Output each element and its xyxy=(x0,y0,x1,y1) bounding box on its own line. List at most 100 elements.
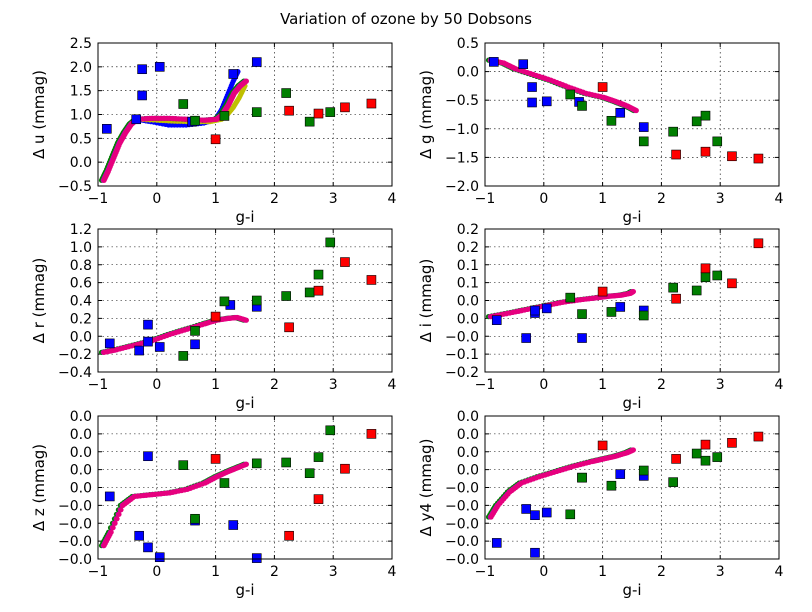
square-point-blue xyxy=(638,122,649,132)
square-point-red xyxy=(340,257,350,267)
square-point-green xyxy=(638,136,649,147)
square-point-blue xyxy=(521,504,531,514)
plot-frame xyxy=(97,228,393,373)
square-point-blue xyxy=(541,303,552,314)
square-point-green xyxy=(281,88,291,98)
square-point-green xyxy=(178,351,189,361)
square-point-green xyxy=(325,107,336,117)
x-tick-label: 3 xyxy=(329,191,338,207)
square-point-green xyxy=(178,460,189,470)
x-tick-label: 2 xyxy=(657,377,666,393)
square-point-blue xyxy=(615,302,626,312)
plot-area xyxy=(98,416,392,559)
y-axis-label: Δ i (mmag) xyxy=(417,259,435,343)
y-tick-label: 0.0 xyxy=(457,409,479,425)
y-tick-label: 0.0 xyxy=(457,463,479,479)
x-tick-label: 1 xyxy=(598,191,607,207)
square-point-blue xyxy=(527,97,537,108)
square-point-red xyxy=(210,134,221,145)
square-point-green xyxy=(638,310,649,321)
square-point-blue xyxy=(143,319,153,330)
square-point-blue xyxy=(530,510,540,521)
y-tick-label: −0.5 xyxy=(445,93,479,109)
square-point-blue xyxy=(143,336,153,347)
x-axis-label: g-i xyxy=(622,581,641,599)
square-point-green xyxy=(700,272,711,283)
x-tick-label: 4 xyxy=(775,377,784,393)
x-axis-label: g-i xyxy=(235,208,254,226)
square-point-green xyxy=(606,480,617,491)
x-tick-label: 1 xyxy=(211,377,220,393)
y-tick-label: −0.2 xyxy=(445,365,479,381)
curve-point xyxy=(118,507,124,513)
panel-1: −1 0 1 2 3 4 −0.5 0.0 0.5 1.0 1.5 2.0 2.5 g-i Δ u (mma… xyxy=(30,36,397,226)
plot-area xyxy=(98,43,392,186)
square-point-green xyxy=(668,477,678,487)
square-point-green xyxy=(313,269,324,280)
y-tick-label: 0.0 xyxy=(457,445,479,461)
square-point-red xyxy=(700,439,711,450)
x-tick-label: 4 xyxy=(775,191,784,207)
x-tick-label: 0 xyxy=(152,191,161,207)
x-tick-label: 3 xyxy=(329,564,338,580)
x-axis-label: g-i xyxy=(235,581,254,599)
square-point-green xyxy=(190,513,200,524)
square-point-red xyxy=(366,275,377,285)
square-point-red xyxy=(313,108,324,119)
y-tick-label: −0.1 xyxy=(445,347,479,363)
x-tick-label: 1 xyxy=(598,377,607,393)
curve-point xyxy=(114,516,120,522)
x-tick-label: 2 xyxy=(270,191,279,207)
square-point-green xyxy=(219,111,230,121)
square-point-green xyxy=(325,237,336,248)
square-point-green xyxy=(251,107,262,117)
square-point-green xyxy=(577,472,587,483)
x-tick-label: −1 xyxy=(88,377,109,393)
square-point-blue xyxy=(541,507,552,518)
curve-point xyxy=(633,107,639,114)
square-point-red xyxy=(366,429,377,439)
x-tick-label: 2 xyxy=(657,191,666,207)
square-point-red xyxy=(210,454,221,464)
curve-point xyxy=(108,529,114,535)
y-tick-label: −0.0 xyxy=(445,534,479,550)
x-tick-label: 0 xyxy=(539,377,548,393)
y-tick-label: −0.2 xyxy=(58,347,92,363)
plot-frame xyxy=(97,415,393,560)
square-point-blue xyxy=(154,552,165,563)
square-point-green xyxy=(577,309,587,319)
square-point-blue xyxy=(615,469,626,479)
x-tick-label: 1 xyxy=(598,564,607,580)
square-point-red xyxy=(340,102,350,113)
square-point-blue xyxy=(228,69,239,79)
x-tick-label: 3 xyxy=(716,377,725,393)
plot-frame xyxy=(484,42,780,187)
y-tick-label: −0.0 xyxy=(58,498,92,514)
x-axis-label: g-i xyxy=(622,208,641,226)
square-point-blue xyxy=(530,547,540,558)
x-axis-label: g-i xyxy=(235,394,254,412)
curve-point xyxy=(243,317,249,323)
y-tick-label: 2.5 xyxy=(70,36,92,52)
square-point-green xyxy=(565,89,576,100)
y-tick-label: −0.0 xyxy=(445,329,479,345)
square-point-red xyxy=(284,530,294,541)
square-point-blue xyxy=(251,553,262,563)
y-tick-label: 0.0 xyxy=(70,329,92,345)
square-point-blue xyxy=(143,542,153,553)
square-point-green xyxy=(668,282,678,293)
square-point-green xyxy=(219,478,230,488)
y-tick-label: 0.0 xyxy=(70,409,92,425)
square-point-blue xyxy=(137,90,147,101)
y-tick-label: 0.0 xyxy=(70,445,92,461)
square-point-blue xyxy=(518,59,529,69)
y-axis-label: Δ z (mmag) xyxy=(30,444,48,531)
y-tick-label: 0.0 xyxy=(457,294,479,310)
y-tick-label: 0.0 xyxy=(70,463,92,479)
square-point-red xyxy=(313,494,324,504)
square-point-green xyxy=(712,270,723,281)
square-point-red xyxy=(340,463,350,474)
y-tick-label: 1.2 xyxy=(70,222,92,238)
y-tick-label: 0.5 xyxy=(457,36,479,52)
